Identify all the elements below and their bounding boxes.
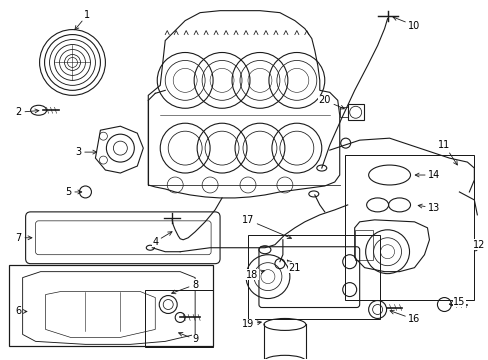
- Text: 20: 20: [318, 95, 344, 109]
- Text: 5: 5: [65, 187, 81, 197]
- Bar: [145, 289, 213, 347]
- Text: 14: 14: [414, 170, 440, 180]
- Text: 1: 1: [75, 10, 90, 30]
- Text: 7: 7: [16, 233, 32, 243]
- Text: 6: 6: [16, 306, 27, 316]
- Text: 9: 9: [178, 332, 198, 345]
- Text: 18: 18: [245, 270, 264, 280]
- Text: 16: 16: [389, 310, 420, 324]
- Bar: [339, 107, 347, 117]
- Bar: [347, 104, 363, 120]
- Text: 13: 13: [417, 203, 440, 213]
- Text: 2: 2: [16, 107, 39, 117]
- Text: 12: 12: [472, 240, 485, 251]
- Text: 19: 19: [242, 319, 261, 329]
- Bar: [344, 155, 473, 300]
- Bar: [354, 230, 372, 260]
- Bar: [247, 235, 379, 319]
- Text: 11: 11: [437, 140, 456, 165]
- Text: 17: 17: [241, 215, 291, 239]
- Text: 8: 8: [171, 280, 198, 294]
- Text: 10: 10: [392, 17, 420, 31]
- Text: 3: 3: [75, 147, 97, 157]
- Text: 15: 15: [448, 297, 465, 306]
- Bar: [9, 265, 213, 346]
- Text: 21: 21: [287, 260, 301, 273]
- Text: 4: 4: [152, 232, 172, 247]
